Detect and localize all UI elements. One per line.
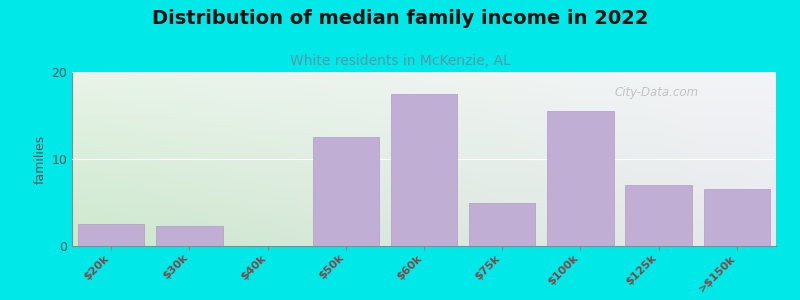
Text: Distribution of median family income in 2022: Distribution of median family income in … (152, 9, 648, 28)
Text: City-Data.com: City-Data.com (614, 86, 698, 99)
Bar (390, 94, 458, 246)
Text: White residents in McKenzie, AL: White residents in McKenzie, AL (290, 54, 510, 68)
Bar (469, 202, 535, 246)
Y-axis label: families: families (34, 134, 47, 184)
Bar (156, 226, 222, 246)
Bar (313, 137, 379, 246)
Bar (78, 224, 144, 246)
Bar (547, 111, 614, 246)
Bar (704, 190, 770, 246)
Bar (626, 185, 692, 246)
